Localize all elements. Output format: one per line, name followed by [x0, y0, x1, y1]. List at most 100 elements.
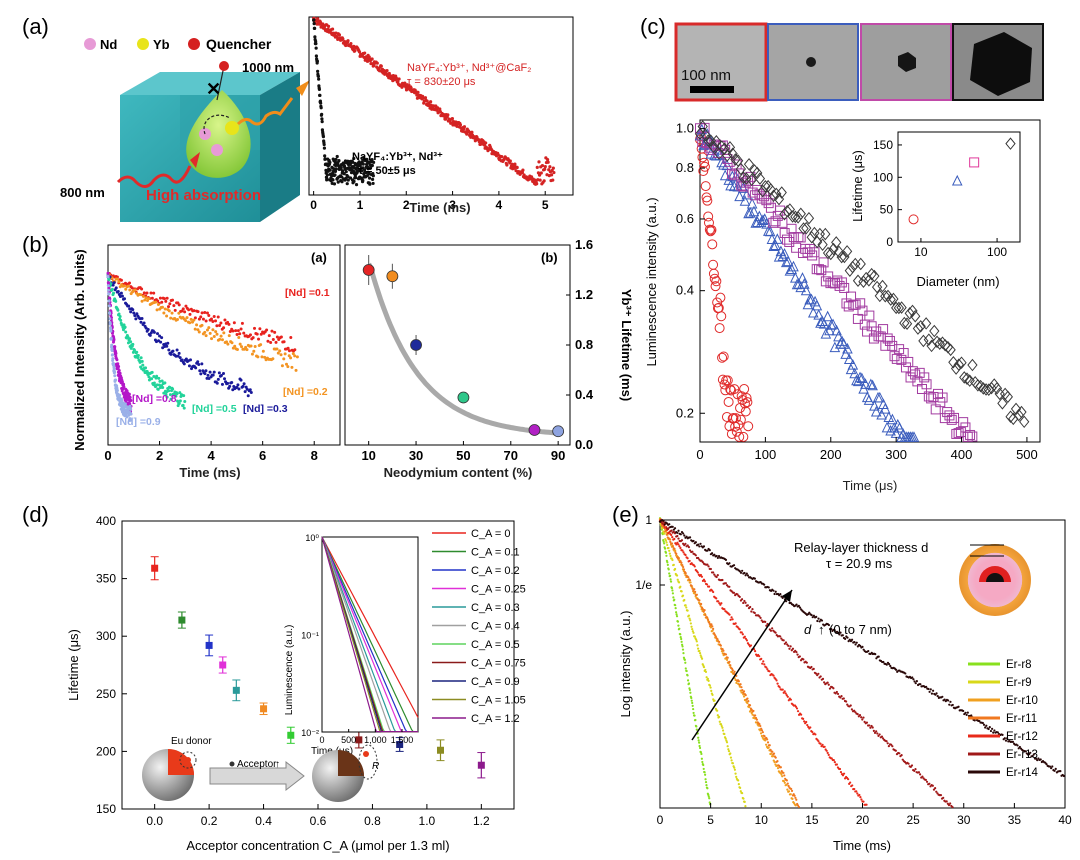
excitation-wave	[116, 165, 192, 188]
chart-e-point	[851, 784, 854, 787]
chart-a-point	[458, 123, 463, 127]
chart-e-point	[688, 617, 691, 620]
chart-e-point	[692, 711, 695, 715]
chart-e-point	[779, 635, 782, 638]
chart-e-point	[957, 705, 960, 708]
chart-e-point	[737, 779, 740, 782]
chart-b1-point	[290, 365, 294, 369]
chart-e-point	[724, 558, 728, 561]
chart-e-point	[732, 591, 736, 594]
chart-a-point	[368, 182, 372, 186]
chart-c-point	[768, 240, 780, 252]
chart-e-point	[817, 672, 820, 675]
chart-b1-point	[197, 330, 201, 334]
chart-c-point	[706, 224, 717, 235]
chart-e-point	[682, 568, 686, 571]
chart-b1-point	[167, 309, 171, 313]
chart-e-point	[915, 679, 918, 683]
chart-e-point	[780, 773, 783, 776]
chart-a-point	[372, 63, 376, 68]
chart-d-legend-label: C_A = 0.2	[471, 565, 520, 577]
chart-c-inset-ytick-label: 100	[873, 170, 893, 184]
chart-b1-point	[289, 356, 293, 360]
chart-b1-xtick-label: 2	[156, 448, 163, 463]
chart-e-point	[706, 618, 710, 622]
chart-c-point	[817, 238, 828, 251]
chart-e-point	[942, 796, 945, 799]
nd-legend-dot	[84, 38, 96, 50]
chart-a-point	[387, 71, 391, 76]
tem-images: 100 nm	[674, 22, 1044, 102]
chart-b2-subplot-label: (b)	[541, 250, 558, 265]
chart-a-point	[353, 48, 357, 53]
chart-b1-point	[174, 394, 178, 398]
chart-c-point	[754, 172, 766, 185]
chart-a-point	[320, 120, 324, 124]
chart-c-point	[900, 362, 911, 373]
chart-e-point	[787, 699, 790, 702]
chart-e-point	[678, 545, 681, 548]
chart-a-point	[403, 81, 407, 85]
chart-c-point	[760, 180, 771, 193]
chart-b1-point	[141, 363, 145, 367]
chart-c-point	[715, 292, 726, 303]
chart-a-point	[540, 163, 545, 168]
chart-a-point	[397, 77, 401, 81]
chart-e-point	[795, 603, 798, 606]
chart-c-xtick-label: 400	[951, 447, 973, 462]
chart-b1-point	[165, 296, 169, 300]
chart-b1-point	[152, 330, 156, 334]
chart-e-point	[768, 670, 771, 673]
chart-e-point	[741, 569, 744, 572]
chart-e-point	[919, 683, 922, 686]
chart-b1-point	[156, 303, 160, 307]
chart-c-point	[877, 279, 888, 293]
chart-e-point	[747, 643, 751, 646]
chart-b1-point	[231, 329, 235, 333]
chart-e-legend-label: Er-r9	[1006, 677, 1032, 689]
panel-e: (e) 0 5 10 15 20 25 30 35 40 1 1/e Time (ms) Log i…	[612, 502, 1072, 853]
chart-e-point	[794, 796, 797, 799]
trend-arrowhead	[782, 590, 792, 602]
chart-e-point	[744, 805, 747, 808]
chart-a-point	[366, 160, 371, 165]
chart-d-inset-xtick-label: 1,500	[391, 735, 414, 745]
chart-c-point	[711, 135, 722, 148]
chart-b1-point	[164, 392, 168, 396]
chart-e-point	[759, 616, 762, 620]
chart-b1-point	[274, 340, 278, 344]
chart-d-ytick-label: 200	[96, 744, 116, 758]
chart-b1-point	[155, 383, 159, 387]
chart-e-legend-label: Er-r14	[1006, 767, 1039, 779]
chart-e-point	[738, 628, 741, 631]
chart-d-xtick-label: 0.6	[310, 814, 327, 828]
chart-e-point	[698, 652, 702, 655]
chart-e-point	[907, 762, 910, 765]
chart-e-point	[690, 699, 693, 702]
chart-e-point	[722, 649, 725, 652]
chart-a-point	[330, 27, 335, 31]
chart-b1-point	[175, 317, 179, 321]
chart-b1-point	[115, 358, 119, 362]
chart-e-point	[664, 539, 668, 542]
chart-e-point	[702, 578, 706, 581]
tau-label: τ = 20.9 ms	[826, 556, 893, 571]
chart-b1-point	[216, 315, 220, 319]
chart-e-point	[778, 686, 781, 689]
chart-e-point	[739, 683, 742, 686]
chart-c-xtick-label: 300	[885, 447, 907, 462]
chart-b1-point	[221, 372, 225, 376]
chart-e-point	[708, 797, 711, 800]
chart-e-point	[704, 670, 708, 674]
chart-c-point	[896, 301, 907, 314]
chart-e-point	[992, 731, 995, 734]
chart-e-point	[763, 663, 766, 666]
chart-e-point	[886, 742, 889, 745]
chart-e-point	[774, 631, 777, 634]
chart-c-point	[863, 394, 875, 405]
chart-b1-point	[157, 376, 161, 380]
chart-e-point	[827, 683, 830, 686]
chart-e-point	[755, 718, 758, 721]
chart-c-point	[937, 392, 948, 403]
chart-b1-point	[116, 289, 120, 293]
